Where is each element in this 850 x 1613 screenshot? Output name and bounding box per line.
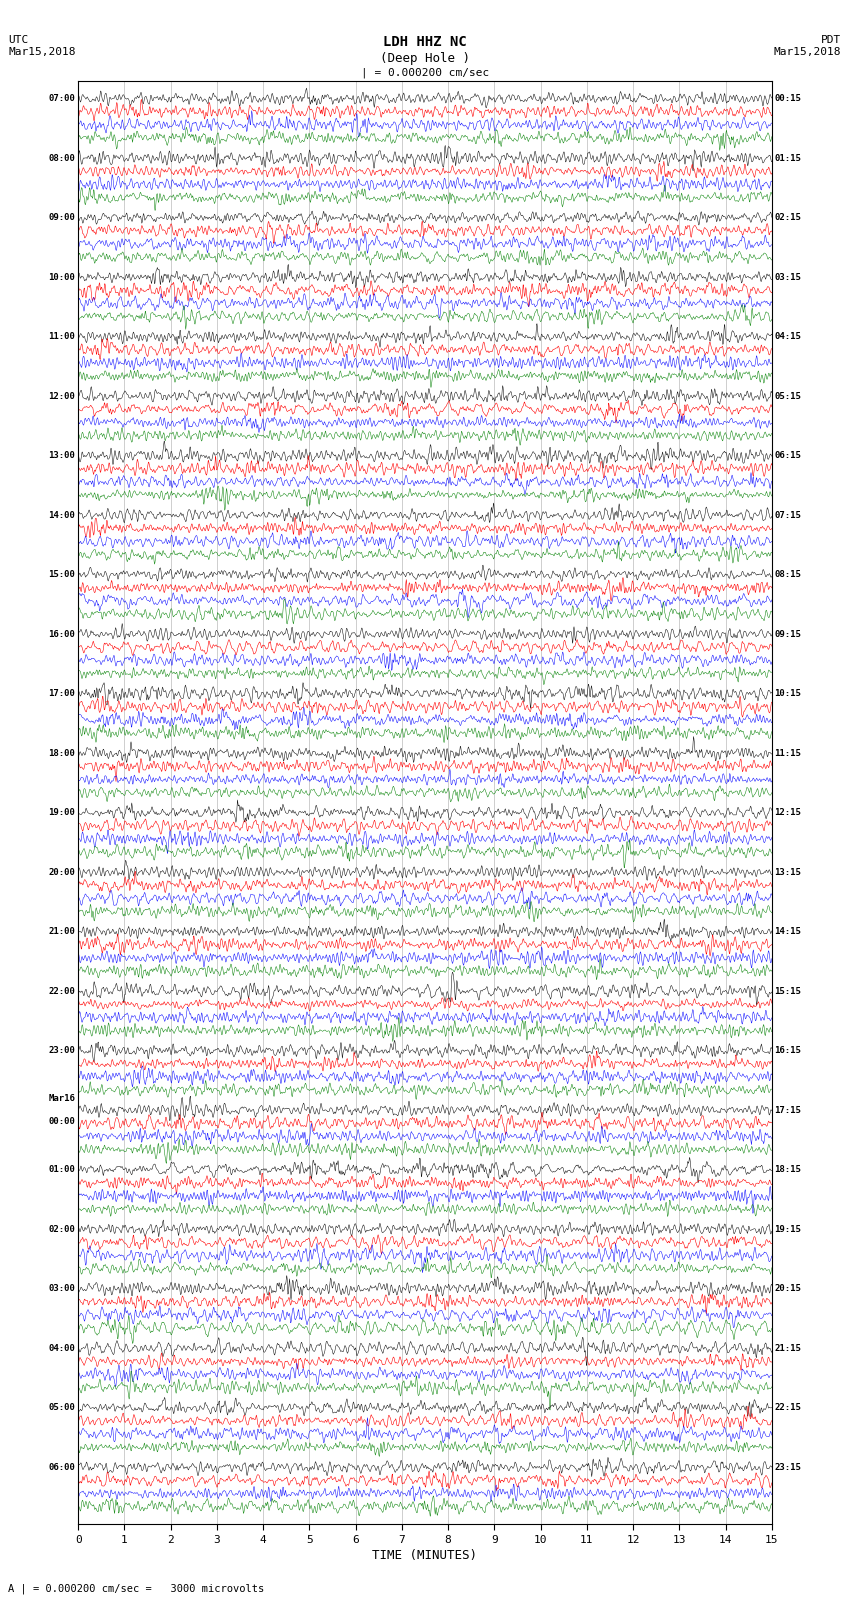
X-axis label: TIME (MINUTES): TIME (MINUTES) bbox=[372, 1548, 478, 1561]
Text: 21:15: 21:15 bbox=[774, 1344, 802, 1353]
Text: 08:15: 08:15 bbox=[774, 569, 802, 579]
Text: 02:15: 02:15 bbox=[774, 213, 802, 223]
Text: 13:00: 13:00 bbox=[48, 452, 76, 460]
Text: 19:00: 19:00 bbox=[48, 808, 76, 818]
Text: 03:15: 03:15 bbox=[774, 273, 802, 282]
Text: LDH HHZ NC: LDH HHZ NC bbox=[383, 35, 467, 50]
Text: 20:00: 20:00 bbox=[48, 868, 76, 876]
Text: 11:00: 11:00 bbox=[48, 332, 76, 340]
Text: 18:00: 18:00 bbox=[48, 748, 76, 758]
Text: 17:15: 17:15 bbox=[774, 1105, 802, 1115]
Text: 22:15: 22:15 bbox=[774, 1403, 802, 1411]
Text: 22:00: 22:00 bbox=[48, 987, 76, 995]
Text: 07:15: 07:15 bbox=[774, 511, 802, 519]
Text: 23:15: 23:15 bbox=[774, 1463, 802, 1471]
Text: 14:00: 14:00 bbox=[48, 511, 76, 519]
Text: 23:00: 23:00 bbox=[48, 1047, 76, 1055]
Text: 01:00: 01:00 bbox=[48, 1165, 76, 1174]
Text: 15:15: 15:15 bbox=[774, 987, 802, 995]
Text: 10:15: 10:15 bbox=[774, 689, 802, 698]
Text: 00:15: 00:15 bbox=[774, 94, 802, 103]
Text: 11:15: 11:15 bbox=[774, 748, 802, 758]
Text: 13:15: 13:15 bbox=[774, 868, 802, 876]
Text: 15:00: 15:00 bbox=[48, 569, 76, 579]
Text: 18:15: 18:15 bbox=[774, 1165, 802, 1174]
Text: 05:00: 05:00 bbox=[48, 1403, 76, 1411]
Text: 12:00: 12:00 bbox=[48, 392, 76, 400]
Text: 09:15: 09:15 bbox=[774, 629, 802, 639]
Text: 19:15: 19:15 bbox=[774, 1224, 802, 1234]
Text: (Deep Hole ): (Deep Hole ) bbox=[380, 52, 470, 65]
Text: UTC
Mar15,2018: UTC Mar15,2018 bbox=[8, 35, 76, 56]
Text: 03:00: 03:00 bbox=[48, 1284, 76, 1294]
Text: Mar16: Mar16 bbox=[48, 1094, 76, 1103]
Text: 16:15: 16:15 bbox=[774, 1047, 802, 1055]
Text: 00:00: 00:00 bbox=[48, 1118, 76, 1126]
Text: 14:15: 14:15 bbox=[774, 927, 802, 936]
Text: 21:00: 21:00 bbox=[48, 927, 76, 936]
Text: PDT
Mar15,2018: PDT Mar15,2018 bbox=[774, 35, 842, 56]
Text: 04:00: 04:00 bbox=[48, 1344, 76, 1353]
Text: 09:00: 09:00 bbox=[48, 213, 76, 223]
Text: 07:00: 07:00 bbox=[48, 94, 76, 103]
Text: A | = 0.000200 cm/sec =   3000 microvolts: A | = 0.000200 cm/sec = 3000 microvolts bbox=[8, 1582, 264, 1594]
Text: 01:15: 01:15 bbox=[774, 153, 802, 163]
Text: 06:00: 06:00 bbox=[48, 1463, 76, 1471]
Text: 04:15: 04:15 bbox=[774, 332, 802, 340]
Text: 08:00: 08:00 bbox=[48, 153, 76, 163]
Text: 20:15: 20:15 bbox=[774, 1284, 802, 1294]
Text: 06:15: 06:15 bbox=[774, 452, 802, 460]
Text: 05:15: 05:15 bbox=[774, 392, 802, 400]
Text: | = 0.000200 cm/sec: | = 0.000200 cm/sec bbox=[361, 68, 489, 79]
Text: 16:00: 16:00 bbox=[48, 629, 76, 639]
Text: 17:00: 17:00 bbox=[48, 689, 76, 698]
Text: 12:15: 12:15 bbox=[774, 808, 802, 818]
Text: 02:00: 02:00 bbox=[48, 1224, 76, 1234]
Text: 10:00: 10:00 bbox=[48, 273, 76, 282]
